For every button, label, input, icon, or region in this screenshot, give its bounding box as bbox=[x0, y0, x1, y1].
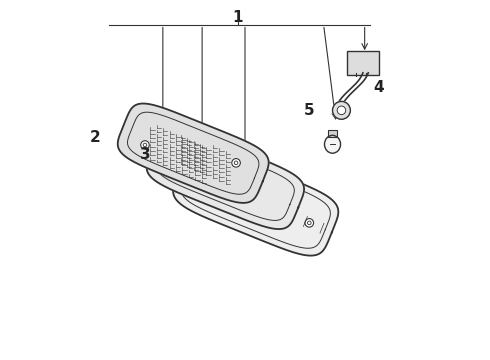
Circle shape bbox=[337, 106, 346, 114]
Circle shape bbox=[176, 176, 185, 184]
Circle shape bbox=[305, 219, 314, 227]
Text: 5: 5 bbox=[304, 103, 315, 118]
Circle shape bbox=[232, 158, 241, 167]
Circle shape bbox=[333, 102, 350, 119]
Text: 2: 2 bbox=[90, 130, 100, 145]
Text: 1: 1 bbox=[233, 10, 243, 25]
Circle shape bbox=[141, 141, 149, 149]
Polygon shape bbox=[118, 104, 269, 203]
FancyBboxPatch shape bbox=[347, 51, 379, 75]
Ellipse shape bbox=[324, 135, 341, 153]
Polygon shape bbox=[147, 127, 304, 229]
Polygon shape bbox=[173, 147, 338, 256]
FancyBboxPatch shape bbox=[328, 130, 337, 138]
Text: 4: 4 bbox=[374, 80, 384, 95]
Text: 3: 3 bbox=[140, 148, 150, 162]
